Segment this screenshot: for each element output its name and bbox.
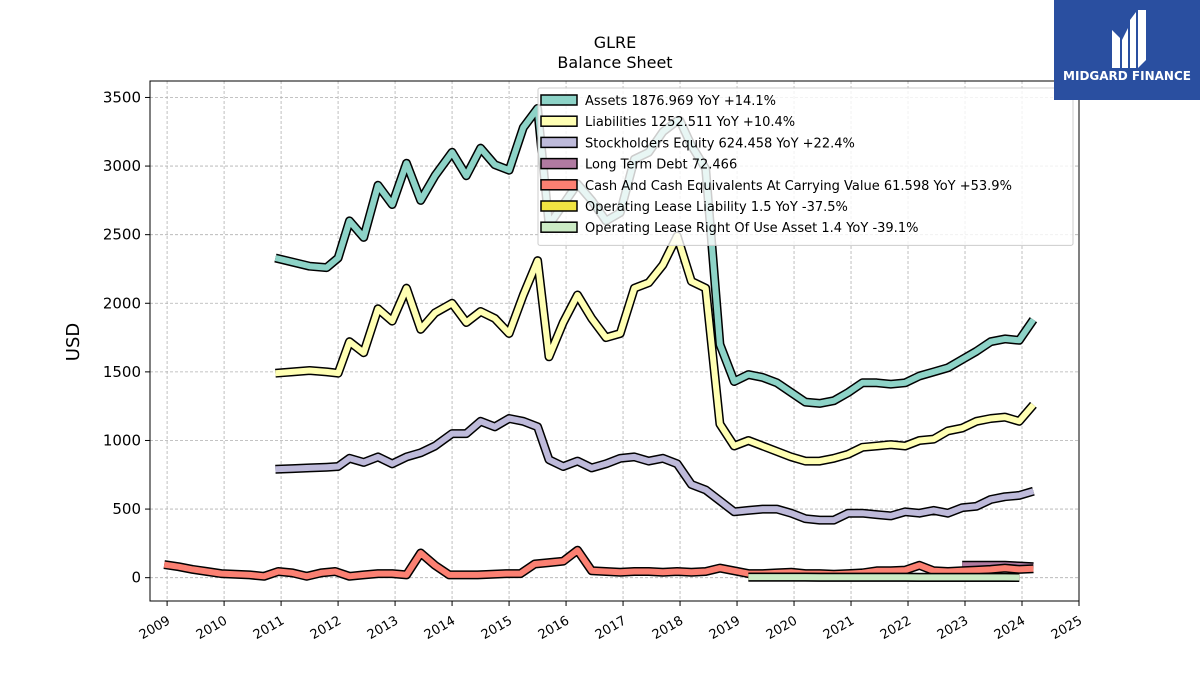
- series-line: [275, 233, 1036, 465]
- x-tick-label: 2017: [593, 613, 629, 643]
- x-tick-label: 2019: [707, 613, 743, 643]
- x-tick-label: 2012: [308, 613, 344, 643]
- y-tick-label: 2000: [103, 294, 141, 312]
- legend-swatch: [540, 200, 578, 212]
- legend-label: Operating Lease Right Of Use Asset 1.4 Y…: [585, 221, 918, 236]
- x-tick-label: 2013: [365, 613, 401, 643]
- legend-label: Liabilities 1252.511 YoY +10.4%: [585, 115, 795, 130]
- x-tick-label: 2024: [992, 613, 1028, 643]
- logo-text: MIDGARD FINANCE: [1063, 69, 1191, 83]
- x-tick-label: 2020: [764, 613, 800, 643]
- legend-swatch: [540, 221, 578, 233]
- legend-label: Long Term Debt 72.466: [585, 158, 737, 173]
- series-line-outline: [275, 231, 1037, 466]
- y-tick-label: 3000: [103, 157, 141, 175]
- x-tick-label: 2011: [251, 613, 287, 643]
- y-axis: 0 500 1000 1500 2000 2500 3000 3500: [103, 88, 150, 587]
- x-tick-label: 2015: [479, 613, 515, 643]
- plot-frame: [149, 80, 1080, 602]
- y-tick-label: 1500: [103, 363, 141, 381]
- y-tick-label: 0: [131, 569, 141, 587]
- y-tick-label: 3500: [103, 88, 141, 106]
- legend-label: Operating Lease Liability 1.5 YoY -37.5%: [585, 200, 848, 215]
- series-line: [275, 415, 1035, 524]
- legend-swatch: [540, 157, 578, 170]
- legend-swatch: [540, 136, 578, 149]
- brand-logo: MIDGARD FINANCE: [1054, 0, 1200, 100]
- x-tick-label: 2016: [536, 613, 572, 643]
- x-tick-label: 2009: [137, 613, 173, 643]
- x-tick-label: 2021: [821, 613, 857, 643]
- legend-label: Stockholders Equity 624.458 YoY +22.4%: [585, 136, 855, 151]
- x-tick-label: 2025: [1049, 613, 1085, 643]
- legend-box: [537, 87, 1074, 246]
- series-line-outline: [275, 414, 1035, 525]
- y-axis-label: USD: [63, 323, 84, 361]
- y-tick-label: 500: [112, 500, 141, 518]
- legend-swatch: [540, 179, 578, 191]
- legend-swatch: [540, 115, 578, 127]
- legend-label: Assets 1876.969 YoY +14.1%: [585, 94, 776, 109]
- x-tick-label: 2010: [194, 613, 230, 643]
- legend-label: Cash And Cash Equivalents At Carrying Va…: [585, 179, 1012, 194]
- series-line: [163, 547, 1034, 580]
- chart-subtitle: Balance Sheet: [557, 53, 672, 72]
- x-tick-label: 2023: [935, 613, 971, 643]
- x-axis: 2009 2010 2011 2012 2013 2014 2015 2016 2017 2018…: [137, 601, 1085, 643]
- x-tick-label: 2018: [650, 613, 686, 643]
- midgard-logo-icon: [1112, 10, 1146, 68]
- x-tick-label: 2014: [422, 613, 458, 643]
- y-tick-label: 1000: [103, 431, 141, 449]
- y-tick-label: 2500: [103, 226, 141, 244]
- legend: Assets 1876.969 YoY +14.1% Liabilities 12…: [537, 87, 1074, 246]
- chart-title: GLRE: [594, 33, 637, 52]
- legend-swatch: [540, 94, 578, 106]
- x-tick-label: 2022: [878, 613, 914, 643]
